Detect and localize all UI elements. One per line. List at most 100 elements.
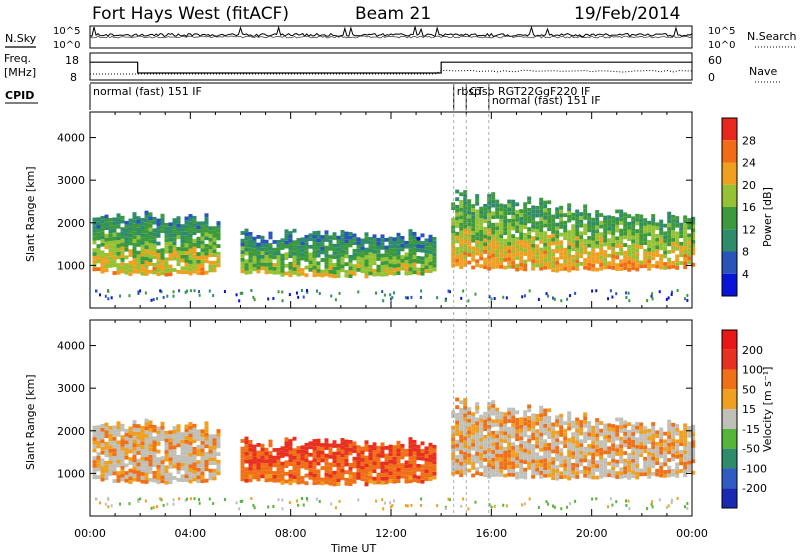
power-echo-cell	[535, 225, 540, 229]
velocity-echo-cell	[132, 435, 137, 440]
power-echo-cell	[459, 192, 464, 197]
power-echo-cell	[547, 265, 552, 270]
velocity-echo-cell	[635, 460, 640, 465]
velocity-echo-cell	[667, 458, 672, 462]
power-echo-cell	[372, 253, 377, 258]
velocity-echo-cell	[212, 476, 217, 481]
velocity-echo-cell	[140, 445, 145, 450]
power-echo-cell	[471, 211, 476, 216]
velocity-speckle	[281, 498, 284, 502]
velocity-echo-cell	[412, 470, 417, 475]
velocity-echo-cell	[164, 446, 169, 451]
power-echo-cell	[487, 236, 492, 240]
power-echo-cell	[248, 243, 253, 248]
velocity-echo-cell	[527, 439, 532, 443]
velocity-echo-cell	[551, 441, 556, 446]
velocity-echo-cell	[152, 428, 157, 433]
velocity-echo-cell	[555, 442, 560, 447]
velocity-echo-cell	[683, 423, 688, 428]
velocity-echo-cell	[128, 441, 133, 446]
velocity-echo-cell	[611, 427, 616, 432]
velocity-scale-tick: 200	[742, 344, 763, 357]
velocity-echo-cell	[312, 454, 317, 459]
power-scale-tick: 16	[742, 201, 756, 214]
velocity-echo-cell	[503, 416, 508, 420]
power-speckle	[651, 292, 654, 296]
velocity-echo-cell	[495, 442, 500, 446]
power-echo-cell	[324, 268, 329, 273]
power-echo-cell	[340, 230, 345, 234]
power-echo-cell	[152, 232, 157, 237]
power-speckle	[305, 289, 308, 293]
velocity-echo-cell	[459, 454, 464, 458]
power-echo-cell	[455, 231, 460, 236]
power-echo-cell	[424, 265, 429, 270]
velocity-echo-cell	[216, 444, 221, 449]
velocity-echo-cell	[491, 446, 496, 451]
power-echo-cell	[675, 239, 680, 243]
power-echo-cell	[579, 254, 584, 259]
power-echo-cell	[675, 231, 680, 236]
power-echo-cell	[631, 262, 636, 267]
power-echo-cell	[244, 266, 249, 271]
nave-tick-bottom: 0	[708, 71, 715, 84]
velocity-echo-cell	[571, 443, 576, 448]
velocity-echo-cell	[148, 443, 153, 448]
power-speckle	[505, 296, 508, 300]
power-speckle	[297, 295, 300, 299]
power-echo-cell	[527, 219, 532, 224]
power-echo-cell	[276, 270, 281, 275]
velocity-speckle	[545, 500, 548, 504]
velocity-echo-cell	[308, 468, 313, 473]
velocity-echo-cell	[92, 440, 97, 445]
power-echo-cell	[104, 260, 109, 265]
velocity-scale-swatch	[722, 349, 737, 370]
velocity-echo-cell	[420, 479, 425, 484]
velocity-echo-cell	[404, 471, 409, 476]
power-echo-cell	[260, 254, 265, 259]
velocity-echo-cell	[599, 440, 604, 445]
power-echo-cell	[120, 227, 125, 232]
power-echo-cell	[96, 255, 101, 260]
power-echo-cell	[164, 261, 169, 266]
power-echo-cell	[288, 242, 293, 247]
velocity-echo-cell	[691, 470, 696, 475]
velocity-echo-cell	[296, 476, 301, 481]
power-echo-cell	[168, 249, 173, 254]
velocity-echo-cell	[551, 476, 556, 481]
power-echo-cell	[575, 247, 580, 252]
velocity-echo-cell	[108, 441, 113, 446]
velocity-echo-cell	[683, 446, 688, 451]
velocity-echo-cell	[192, 477, 197, 482]
velocity-echo-cell	[112, 444, 117, 449]
velocity-echo-cell	[300, 479, 305, 484]
power-echo-cell	[519, 236, 524, 240]
velocity-echo-cell	[100, 466, 105, 470]
velocity-echo-cell	[384, 468, 389, 473]
velocity-echo-cell	[559, 421, 564, 426]
velocity-echo-cell	[591, 471, 596, 476]
power-echo-cell	[356, 248, 361, 253]
power-echo-cell	[539, 239, 544, 244]
velocity-echo-cell	[499, 415, 504, 420]
nave-label: Nave	[749, 65, 777, 78]
velocity-echo-cell	[523, 452, 528, 457]
power-echo-cell	[491, 211, 496, 216]
velocity-echo-cell	[451, 429, 456, 434]
velocity-echo-cell	[376, 472, 381, 477]
velocity-echo-cell	[451, 437, 456, 442]
velocity-echo-cell	[116, 478, 121, 483]
time-tick-label: 00:00	[676, 527, 708, 540]
power-echo-cell	[324, 245, 329, 250]
power-echo-cell	[651, 217, 656, 222]
velocity-echo-cell	[416, 444, 421, 449]
velocity-echo-cell	[611, 439, 616, 444]
power-echo-cell	[276, 247, 281, 252]
velocity-echo-cell	[172, 453, 177, 457]
velocity-echo-cell	[148, 428, 153, 432]
velocity-echo-cell	[459, 415, 464, 420]
velocity-echo-cell	[483, 446, 488, 451]
power-echo-cell	[164, 272, 169, 277]
power-echo-cell	[483, 211, 488, 216]
power-echo-cell	[428, 257, 433, 262]
